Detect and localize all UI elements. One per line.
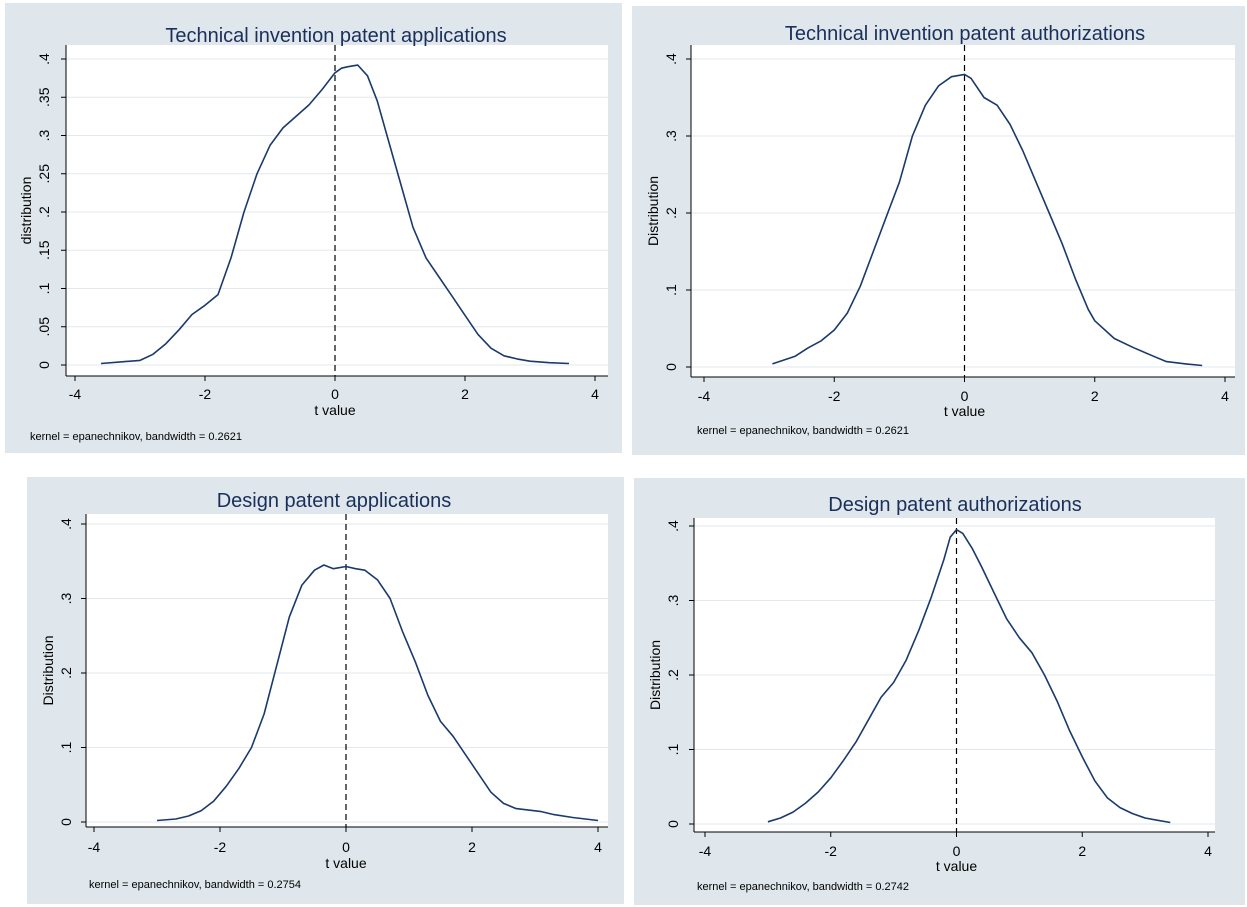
x-tick-label: -4	[699, 843, 712, 859]
chart-panel-3: Design patent applications 0 .1 .2 .3 .4 -4 -2 0…	[27, 477, 624, 904]
x-tick-label: -2	[214, 839, 227, 855]
y-tick-label: .3	[58, 592, 74, 604]
x-tick-label: 0	[953, 843, 961, 859]
y-tick-label: .3	[665, 594, 681, 606]
x-axis-title: t value	[314, 402, 355, 418]
x-tick-label: 0	[342, 839, 350, 855]
kernel-note: kernel = epanechnikov, bandwidth = 0.262…	[697, 425, 909, 437]
y-tick-label: .2	[36, 206, 52, 218]
x-axis-title: t value	[325, 855, 366, 871]
y-tick-label: .3	[663, 130, 679, 142]
kde-chart-4: Design patent authorizations 0 .1 .2 .3 .4 -4 -…	[634, 478, 1245, 905]
y-tick-label: .4	[58, 518, 74, 530]
y-tick-label: .4	[663, 53, 679, 65]
plot-area	[86, 514, 608, 827]
chart-panel-1: Technical invention patent applications 0…	[5, 3, 622, 453]
kernel-note: kernel = epanechnikov, bandwidth = 0.275…	[89, 879, 301, 891]
density-curve	[100, 64, 570, 365]
y-axis-title: distribution	[18, 177, 34, 245]
y-tick-label: .4	[665, 520, 681, 532]
x-tick-label: -4	[698, 388, 711, 404]
x-tick-label: 0	[331, 386, 339, 402]
chart-title: Technical invention patent applications	[165, 25, 506, 47]
x-tick-label: 4	[1204, 843, 1212, 859]
y-tick-label: .2	[665, 669, 681, 681]
x-axis-title: t value	[936, 858, 977, 874]
y-tick-label: .15	[36, 240, 52, 260]
density-curve	[772, 73, 1203, 367]
plot-area	[66, 45, 608, 376]
density-curve	[767, 528, 1171, 824]
y-tick-label: .35	[36, 87, 52, 107]
x-tick-label: -2	[825, 843, 838, 859]
y-tick-label: 0	[663, 363, 679, 371]
chart-title: Design patent authorizations	[828, 494, 1082, 516]
chart-panel-4: Design patent authorizations 0 .1 .2 .3 .4 -4 -…	[634, 478, 1245, 905]
x-tick-label: 2	[1091, 388, 1099, 404]
x-tick-label: -4	[69, 386, 82, 402]
y-tick-label: .1	[665, 743, 681, 755]
y-tick-label: .3	[36, 129, 52, 141]
y-tick-label: .2	[663, 207, 679, 219]
y-tick-label: 0	[58, 818, 74, 826]
density-curve	[156, 564, 599, 822]
y-axis-title: Distribution	[647, 640, 663, 710]
x-tick-label: -4	[88, 839, 101, 855]
y-tick-label: .25	[36, 164, 52, 184]
chart-title: Design patent applications	[217, 490, 452, 512]
x-tick-label: -2	[828, 388, 841, 404]
y-axis-title: Distribution	[40, 635, 56, 705]
kde-chart-1: Technical invention patent applications 0…	[5, 3, 622, 453]
x-tick-label: 2	[461, 386, 469, 402]
kernel-note: kernel = epanechnikov, bandwidth = 0.274…	[697, 881, 909, 893]
y-tick-label: .05	[36, 317, 52, 337]
kde-chart-2: Technical invention patent authorization…	[632, 6, 1245, 455]
y-tick-label: .1	[36, 282, 52, 294]
x-axis-title: t value	[944, 403, 985, 419]
y-tick-label: 0	[36, 361, 52, 369]
chart-panel-2: Technical invention patent authorization…	[632, 6, 1245, 455]
y-axis-title: Distribution	[645, 176, 661, 246]
y-tick-label: 0	[665, 820, 681, 828]
y-tick-label: .2	[58, 667, 74, 679]
x-tick-label: 4	[1221, 388, 1229, 404]
y-tick-label: .1	[58, 741, 74, 753]
plot-area	[691, 45, 1235, 377]
y-tick-label: .4	[36, 53, 52, 65]
kernel-note: kernel = epanechnikov, bandwidth = 0.262…	[30, 431, 242, 443]
x-tick-label: 4	[591, 386, 599, 402]
x-tick-label: 2	[1078, 843, 1086, 859]
x-tick-label: 0	[961, 388, 969, 404]
kde-chart-3: Design patent applications 0 .1 .2 .3 .4 -4 -2 0…	[27, 477, 624, 904]
x-tick-label: -2	[199, 386, 212, 402]
chart-title: Technical invention patent authorization…	[785, 23, 1145, 45]
x-tick-label: 2	[468, 839, 476, 855]
y-tick-label: .1	[663, 284, 679, 296]
x-tick-label: 4	[594, 839, 602, 855]
